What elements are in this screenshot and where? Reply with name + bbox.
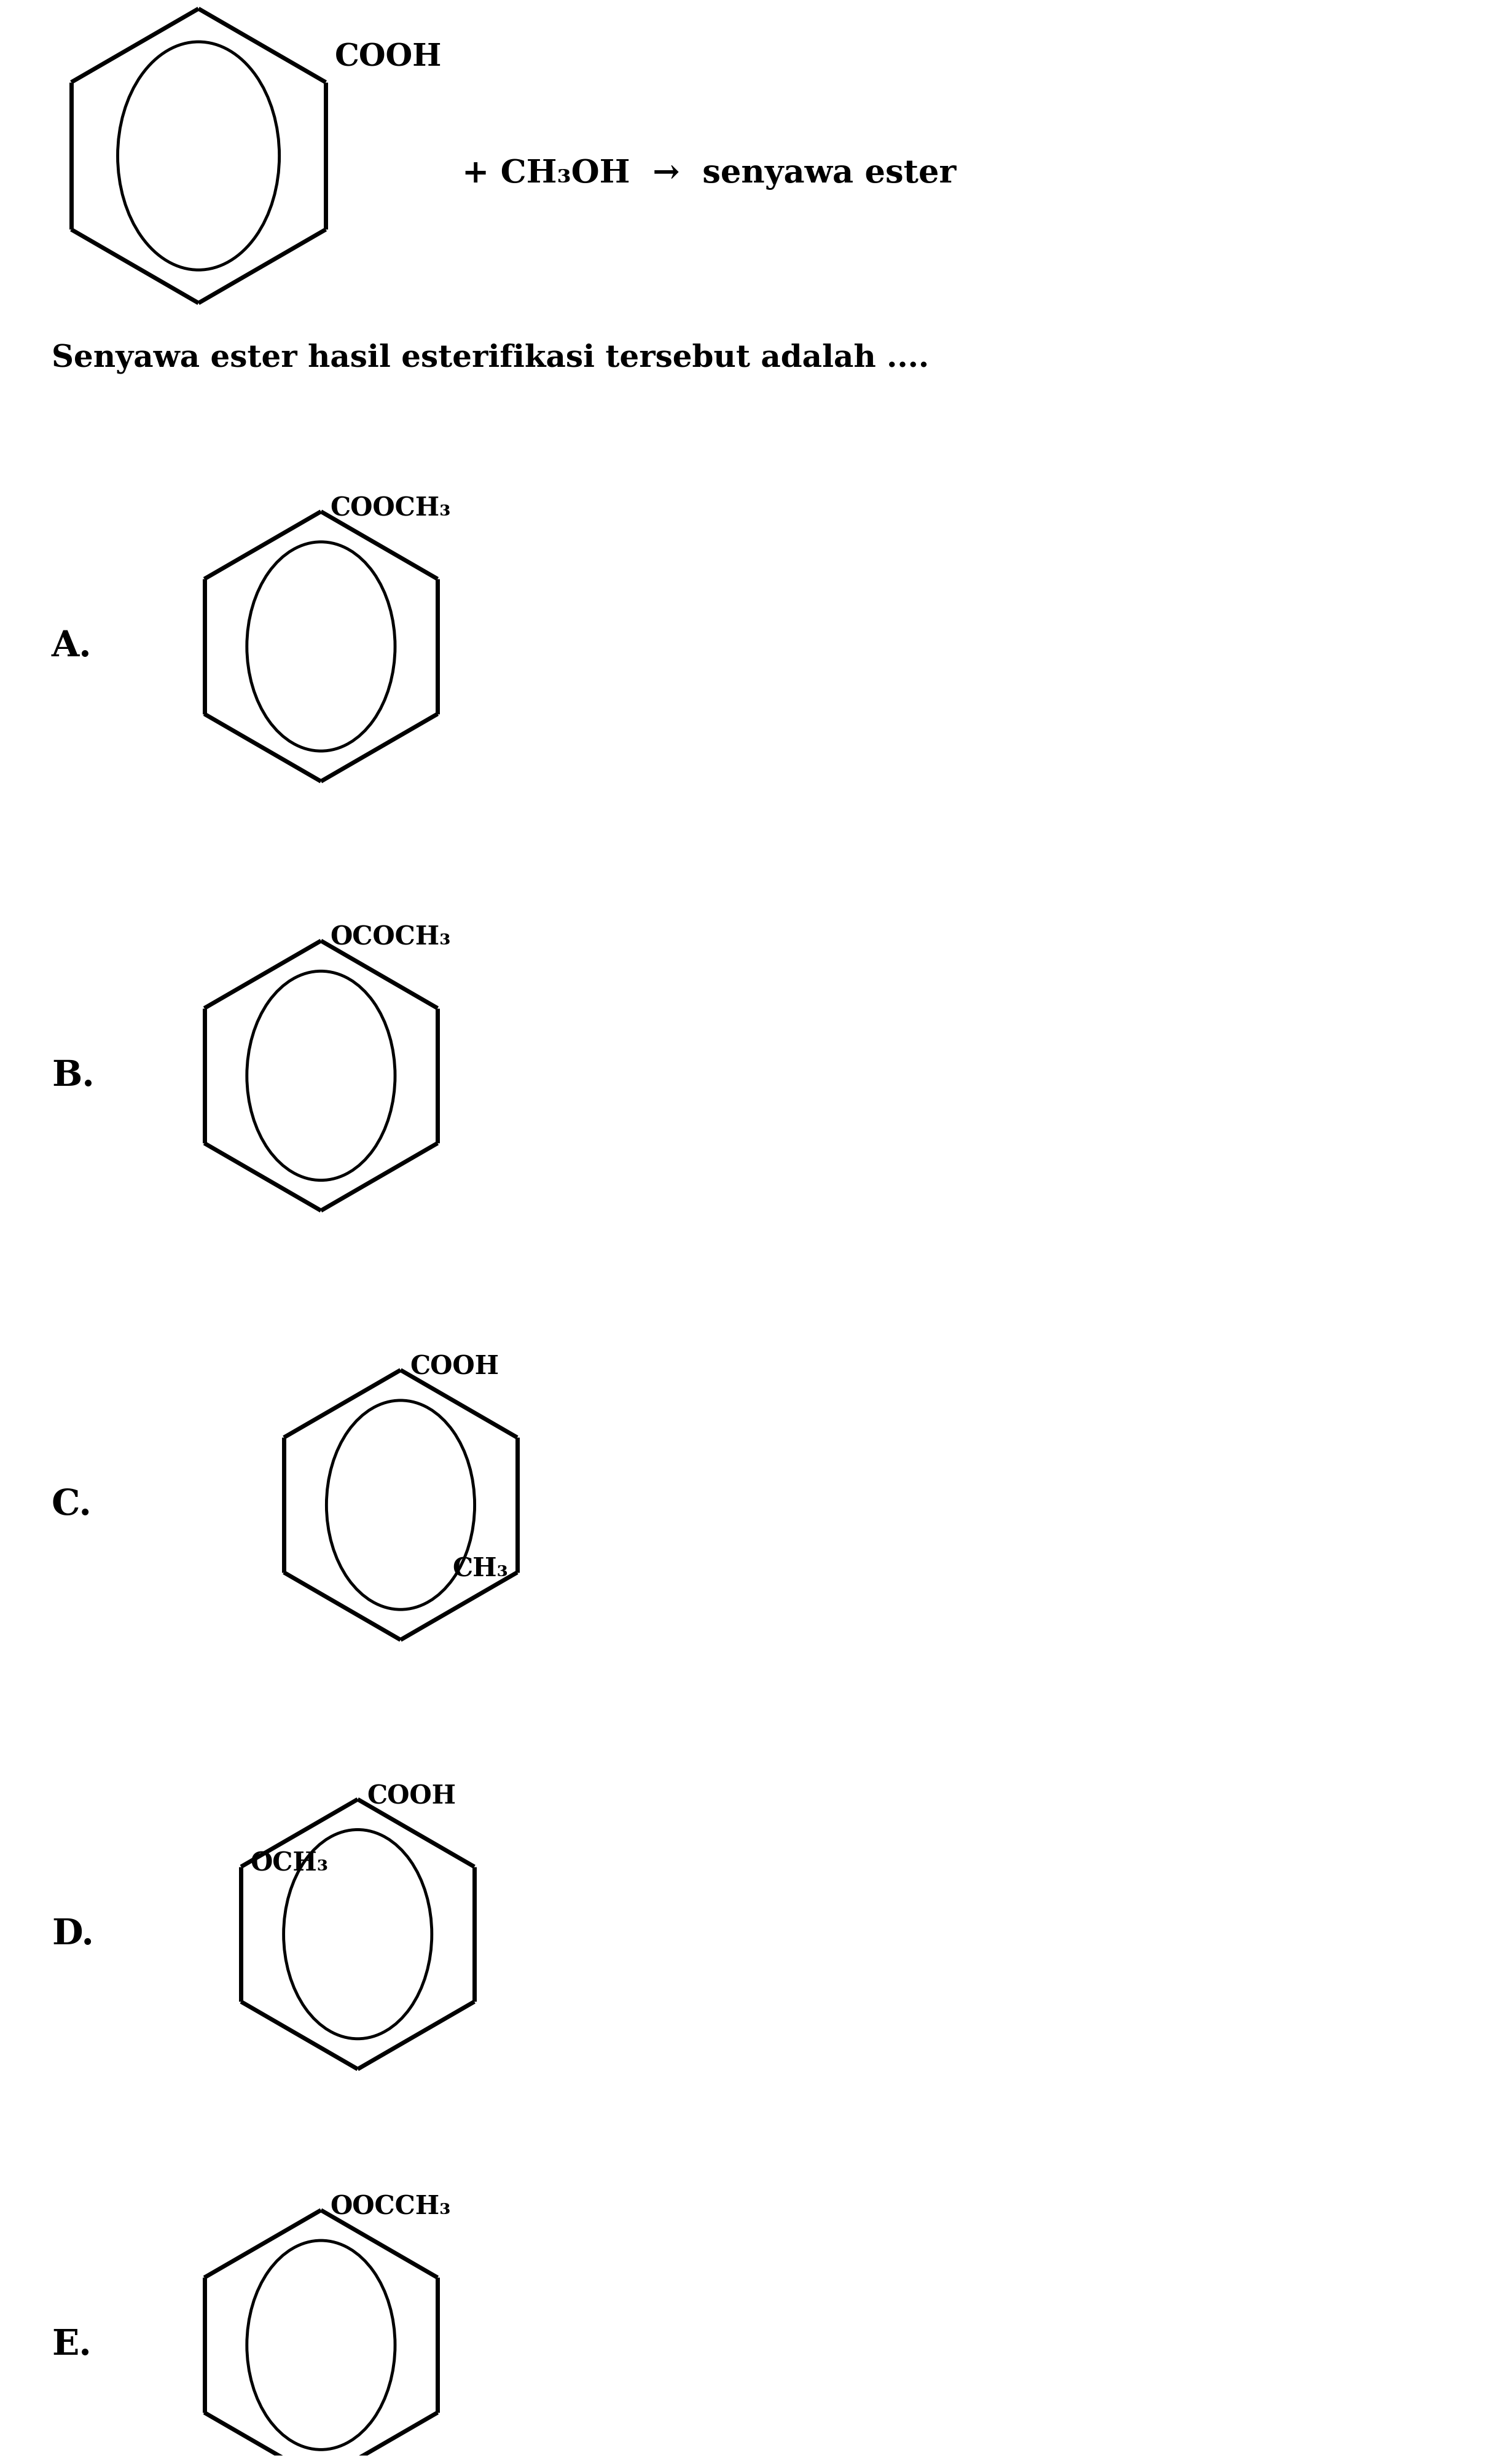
Text: A.: A. [51, 629, 92, 664]
Text: + CH₃OH  →  senyawa ester: + CH₃OH → senyawa ester [461, 160, 956, 189]
Text: OCOCH₃: OCOCH₃ [330, 924, 451, 951]
Text: OCH₃: OCH₃ [249, 1851, 328, 1875]
Text: COOH: COOH [410, 1354, 499, 1379]
Text: C.: C. [51, 1487, 92, 1522]
Text: CH₃: CH₃ [452, 1556, 508, 1583]
Text: B.: B. [51, 1059, 94, 1094]
Text: OOCCH₃: OOCCH₃ [330, 2195, 451, 2220]
Text: COOH: COOH [336, 42, 442, 74]
Text: COOCH₃: COOCH₃ [330, 497, 451, 521]
Text: Senyawa ester hasil esterifikasi tersebut adalah ....: Senyawa ester hasil esterifikasi tersebu… [51, 344, 928, 374]
Text: COOH: COOH [367, 1785, 457, 1809]
Text: D.: D. [51, 1917, 94, 1952]
Text: E.: E. [51, 2328, 91, 2362]
